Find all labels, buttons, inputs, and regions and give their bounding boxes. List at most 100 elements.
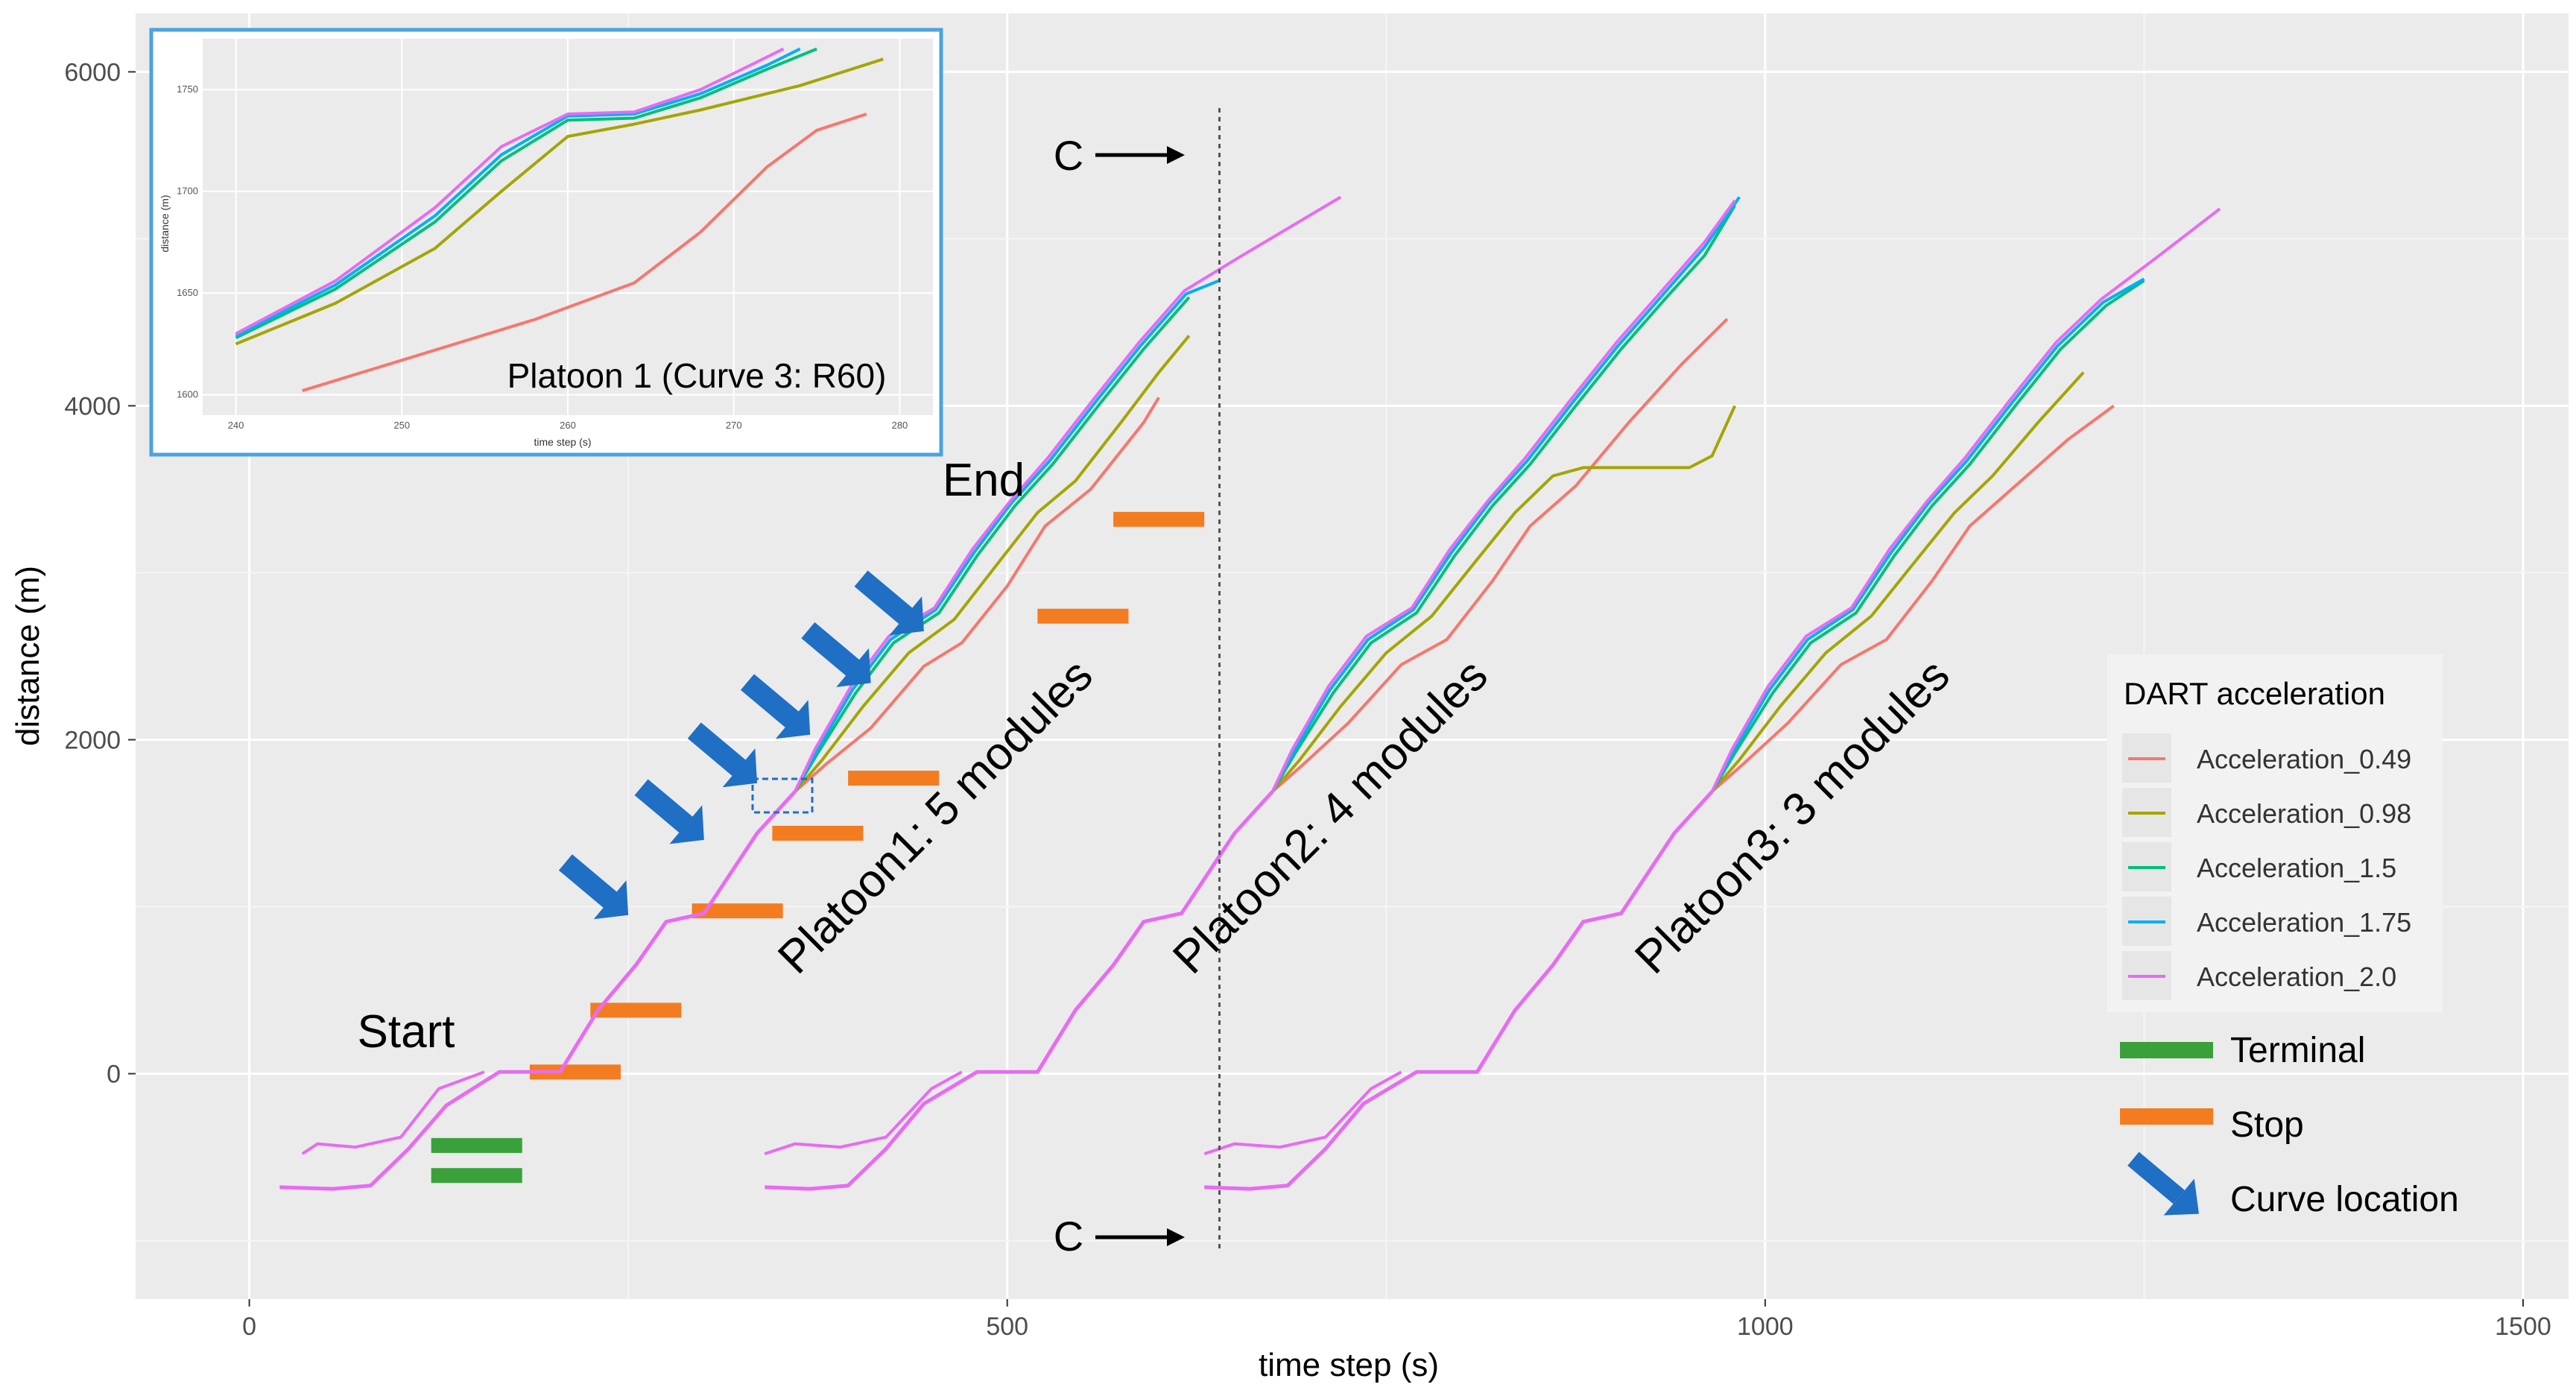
c-arrowhead-top [1167,146,1185,164]
stop-bar [1113,511,1205,527]
platoon2-line-Acceleration_1.75 [1270,196,1741,792]
platoon1-line-Acceleration_0.98 [794,335,1191,793]
legend-item-label: Acceleration_0.49 [2197,744,2411,774]
legend-curve-arrow-icon [2127,1152,2199,1216]
legend-item-label: Acceleration_0.98 [2197,798,2411,829]
platoon1-line-Acceleration_2.0 [794,195,1342,792]
inset-line-Acceleration_2.0 [235,47,785,335]
platoon2-secondary-line [764,1070,963,1155]
legend-item-label: Acceleration_2.0 [2197,961,2396,992]
inset-y-tick-label: 1650 [177,287,198,298]
x-tick-label: 500 [986,1313,1028,1341]
inset-x-tick-label: 280 [892,420,908,431]
start-label: Start [358,1006,455,1058]
stop-and-terminal-bars [431,511,1205,1184]
x-tick-label: 1500 [2495,1313,2551,1341]
curve-arrow-shaft [558,854,618,909]
platoon2-line-Acceleration_0.98 [1271,405,1737,793]
inset-line-Acceleration_0.98 [235,57,884,346]
legend-title: DART acceleration [2124,676,2385,711]
curve-arrow [558,854,629,920]
inset-x-tick-label: 260 [560,420,576,431]
c-label-top: C [1054,132,1083,179]
platoon3-line-Acceleration_2.0 [1710,207,2221,792]
platoon3-secondary-line [1203,1070,1402,1155]
y-tick-label: 6000 [64,58,121,86]
platoon3-line-Acceleration_1.75 [1710,277,2145,792]
inset-ticks: 24025026027028016001650170017501800 [177,83,908,431]
legend-items: Acceleration_0.49 Acceleration_0.98 Accele… [2122,733,2411,1000]
inset-line-Acceleration_1.5 [235,47,817,340]
inset-y-tick-label: 1750 [177,83,198,95]
curve-arrow [740,674,811,739]
platoon1-line-Acceleration_0.49 [794,397,1160,793]
legend-item-label: Acceleration_1.5 [2197,853,2396,883]
platoon1-shared-line [279,790,797,1191]
inset-x-tick-label: 240 [228,420,244,431]
inset-line-Acceleration_1.75 [235,47,801,338]
x-tick-label: 1000 [1737,1313,1794,1341]
curve-arrow-head [722,748,758,788]
stop-bar [590,1002,682,1018]
legend-curve-label: Curve location [2230,1180,2459,1219]
inset-lines [235,47,884,393]
x-axis-title: time step (s) [1259,1347,1439,1383]
stop-bar [848,771,940,786]
legend-stop-swatch [2120,1108,2213,1125]
curve-arrow-shaft [740,674,800,729]
curve-arrow [634,779,704,844]
inset-y-tick-label: 1700 [177,186,198,197]
y-tick-label: 4000 [64,392,121,420]
curve-arrow-shaft [634,779,694,834]
curve-arrow-shaft [801,622,861,677]
y-axis-title: distance (m) [10,566,46,746]
legend-item-label: Acceleration_1.75 [2197,907,2411,938]
y-tick-label: 2000 [64,727,121,755]
inset-x-tick-label: 270 [726,420,742,431]
inset-plot: 24025026027028016001650170017501800 time… [149,28,943,457]
inset-line-Acceleration_0.49 [302,113,867,393]
curve-arrow-head [775,700,811,739]
curve-arrow-shaft [687,722,747,777]
inset-gridlines [203,39,933,415]
inset-x-tick-label: 250 [393,420,410,431]
terminal-bar [431,1137,522,1153]
curve-arrow-head [889,596,924,636]
legend: DART acceleration Acceleration_0.49Accel… [2107,654,2459,1219]
platoon3-line-Acceleration_0.98 [1711,371,2085,793]
platoon1-secondary-line [301,1070,485,1155]
curve-arrow-head [836,648,871,687]
inset-caption: Platoon 1 (Curve 3: R60) [507,356,887,395]
legend-stop-label: Stop [2230,1105,2304,1145]
terminal-bar [431,1168,522,1184]
platoon2-line-Acceleration_2.0 [1270,199,1736,792]
trajectory-lines [279,195,2221,1191]
stop-bar [1037,608,1129,624]
curve-arrow-head [593,880,629,920]
legend-terminal-label: Terminal [2230,1031,2365,1070]
inset-y-tick-label: 1600 [177,389,198,400]
x-tick-label: 0 [242,1313,256,1341]
platoon2-line-Acceleration_1.5 [1270,204,1736,793]
axes: 0 500 1000 1500 0 2000 4000 6000 [64,58,2551,1341]
legend-terminal-swatch [2120,1042,2213,1058]
inset-region-marker [751,777,814,814]
curve-arrow [687,722,758,788]
platoon1-line-Acceleration_1.75 [794,279,1221,792]
curve-arrow-head [669,805,704,844]
curve-location-arrows [558,570,924,920]
stop-bar [692,903,783,919]
platoon3-line-Acceleration_0.49 [1711,404,2115,793]
platoon2-shared-line [765,790,1274,1191]
curve-arrow [854,570,924,636]
c-arrowhead-bottom [1167,1228,1185,1246]
inset-y-label: distance (m) [159,195,171,252]
platoon3-shared-line [1204,790,1714,1191]
end-label: End [943,455,1025,506]
platoon2-line-Acceleration_0.49 [1271,318,1729,793]
inset-x-label: time step (s) [534,436,591,448]
stop-bar [529,1064,621,1080]
curve-arrow-shaft [854,570,914,625]
c-label-bottom: C [1054,1213,1083,1260]
